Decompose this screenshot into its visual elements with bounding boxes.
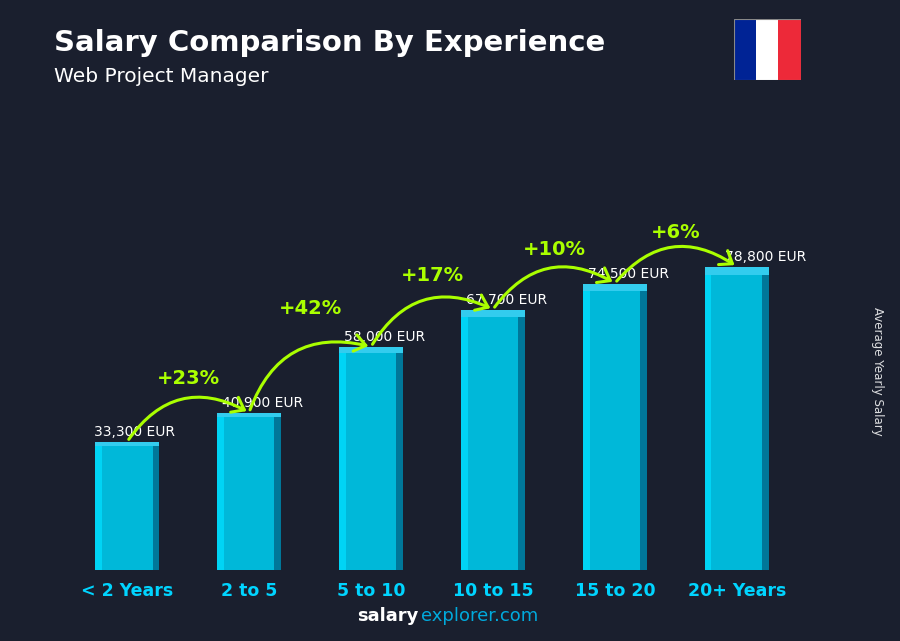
Text: Salary Comparison By Experience: Salary Comparison By Experience <box>54 29 605 57</box>
Text: +42%: +42% <box>278 299 342 319</box>
Bar <box>462 310 525 570</box>
Bar <box>396 347 402 570</box>
Text: explorer.com: explorer.com <box>421 607 538 625</box>
Bar <box>734 19 756 80</box>
FancyArrowPatch shape <box>373 295 488 344</box>
FancyArrowPatch shape <box>616 246 733 281</box>
Text: 40,900 EUR: 40,900 EUR <box>222 396 303 410</box>
Bar <box>95 442 102 570</box>
Bar <box>705 267 769 275</box>
Bar <box>583 284 646 570</box>
Text: 67,700 EUR: 67,700 EUR <box>466 293 547 307</box>
Text: 78,800 EUR: 78,800 EUR <box>724 251 806 264</box>
Text: Web Project Manager: Web Project Manager <box>54 67 268 87</box>
Text: 74,500 EUR: 74,500 EUR <box>588 267 669 281</box>
Bar <box>339 347 402 570</box>
Bar <box>778 19 801 80</box>
Bar <box>339 347 402 353</box>
Bar <box>218 413 281 417</box>
Bar <box>274 413 281 570</box>
Bar <box>152 442 159 570</box>
Bar <box>218 413 281 570</box>
FancyArrowPatch shape <box>129 397 245 439</box>
Bar <box>518 310 525 570</box>
Bar <box>705 267 712 570</box>
Bar <box>583 284 646 291</box>
Bar <box>462 310 468 570</box>
Bar <box>762 267 769 570</box>
Bar <box>705 267 769 570</box>
Text: 58,000 EUR: 58,000 EUR <box>344 330 426 344</box>
Text: Average Yearly Salary: Average Yearly Salary <box>871 308 884 436</box>
Bar <box>339 347 346 570</box>
Bar <box>462 310 525 317</box>
Bar <box>95 442 159 445</box>
Text: +6%: +6% <box>651 223 701 242</box>
Bar <box>218 413 224 570</box>
Text: 33,300 EUR: 33,300 EUR <box>94 426 176 439</box>
FancyArrowPatch shape <box>495 267 610 307</box>
Bar <box>95 442 159 570</box>
Bar <box>756 19 778 80</box>
Text: salary: salary <box>357 607 418 625</box>
Text: +10%: +10% <box>522 240 585 259</box>
Bar <box>640 284 646 570</box>
Text: +17%: +17% <box>400 266 464 285</box>
Bar <box>583 284 590 570</box>
Text: +23%: +23% <box>157 369 220 388</box>
FancyArrowPatch shape <box>250 335 365 410</box>
